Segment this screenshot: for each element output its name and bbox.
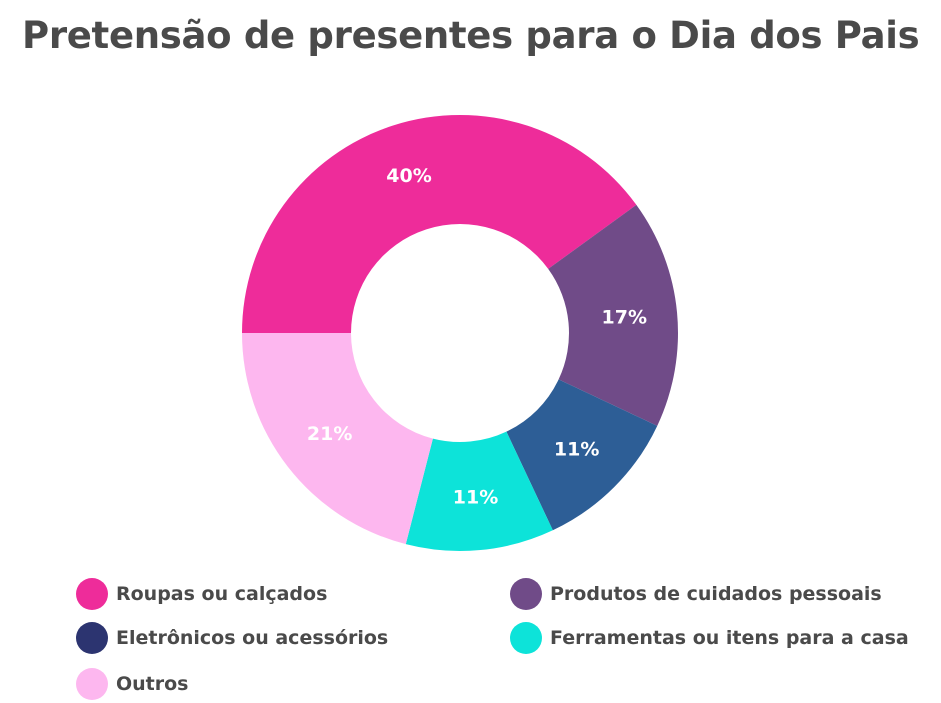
legend-item-outros[interactable]: Outros <box>76 668 189 700</box>
legend-swatch <box>76 668 108 700</box>
slice-value-label-2: 17% <box>602 306 647 328</box>
legend-label: Eletrônicos ou acessórios <box>116 627 389 649</box>
donut-slices <box>242 115 678 551</box>
legend-swatch <box>510 578 542 610</box>
legend-item-produtos[interactable]: Produtos de cuidados pessoais <box>510 578 882 610</box>
legend-swatch <box>76 622 108 654</box>
slice-value-label-3: 11% <box>554 439 599 461</box>
slice-value-label-4: 11% <box>453 486 498 508</box>
donut-slice-1 <box>242 115 637 333</box>
legend-item-eletronicos[interactable]: Eletrônicos ou acessórios <box>76 622 388 654</box>
legend-label: Produtos de cuidados pessoais <box>550 583 882 605</box>
legend-label: Roupas ou calçados <box>116 583 328 605</box>
legend-label: Outros <box>116 673 189 695</box>
legend-label: Ferramentas ou itens para a casa <box>550 627 909 649</box>
legend-swatch <box>510 622 542 654</box>
donut-slice-4 <box>405 431 553 551</box>
legend-swatch <box>76 578 108 610</box>
donut-slice-5 <box>242 333 433 545</box>
donut-slice-labels: 40% 17% 11% 11% 21% <box>307 165 647 508</box>
legend-item-roupas[interactable]: Roupas ou calçados <box>76 578 327 610</box>
slice-value-label-1: 40% <box>386 165 431 187</box>
legend-item-ferramentas[interactable]: Ferramentas ou itens para a casa <box>510 622 909 654</box>
chart-title: Pretensão de presentes para o Dia dos Pa… <box>22 14 920 57</box>
donut-slice-3 <box>506 379 658 531</box>
donut-slice-2 <box>548 204 678 426</box>
slice-value-label-5: 21% <box>307 423 352 445</box>
